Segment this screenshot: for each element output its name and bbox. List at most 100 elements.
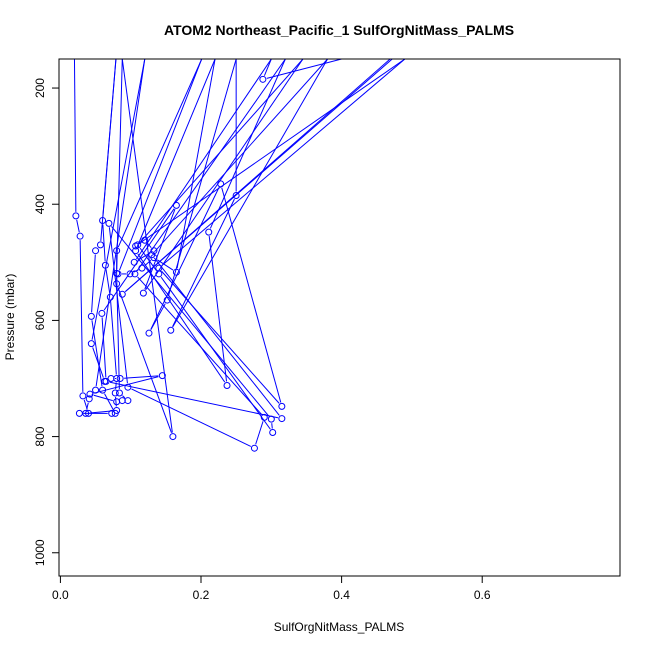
y-tick-label: 200 bbox=[33, 78, 47, 98]
y-axis: 200 400 600 800 1000 bbox=[33, 78, 60, 566]
data-point bbox=[269, 429, 277, 437]
data-point bbox=[105, 219, 113, 227]
data-point bbox=[79, 392, 87, 400]
data-point bbox=[87, 312, 95, 320]
data-point bbox=[113, 398, 121, 406]
data-point bbox=[96, 241, 104, 249]
data-point bbox=[126, 270, 134, 278]
data-point bbox=[92, 247, 100, 255]
data-point bbox=[139, 289, 147, 297]
data-point bbox=[138, 264, 146, 272]
series-segment bbox=[255, 421, 264, 445]
data-point bbox=[72, 212, 80, 220]
y-tick-label: 800 bbox=[33, 426, 47, 446]
series-segment bbox=[121, 59, 173, 433]
data-point bbox=[92, 386, 100, 394]
chart-title: ATOM2 Northeast_Pacific_1 SulfOrgNitMass… bbox=[164, 22, 514, 38]
series-lines bbox=[73, 59, 406, 447]
series-segment bbox=[161, 270, 280, 404]
series-segment bbox=[136, 59, 286, 271]
data-point bbox=[101, 261, 109, 269]
data-point bbox=[124, 397, 132, 405]
series-segment bbox=[104, 393, 114, 411]
series-segment bbox=[73, 59, 77, 212]
plot-frame bbox=[58, 58, 621, 577]
data-point bbox=[148, 251, 156, 259]
data-point bbox=[163, 296, 171, 304]
data-point bbox=[86, 390, 94, 398]
data-point bbox=[87, 340, 95, 348]
data-point bbox=[169, 433, 177, 441]
series-segment bbox=[154, 59, 328, 253]
y-tick-label: 1000 bbox=[33, 539, 47, 566]
series-segment bbox=[110, 301, 117, 375]
series-segment bbox=[91, 254, 96, 313]
series-segment bbox=[86, 402, 89, 410]
series-segment bbox=[117, 287, 172, 434]
data-point bbox=[250, 444, 258, 452]
series-segment bbox=[271, 423, 273, 429]
data-point bbox=[278, 415, 286, 423]
data-point bbox=[85, 395, 93, 403]
series-segment bbox=[137, 252, 151, 261]
x-tick-label: 0.2 bbox=[193, 588, 210, 602]
data-point bbox=[98, 309, 106, 317]
series-segment bbox=[131, 388, 252, 447]
data-point bbox=[106, 293, 114, 301]
x-axis-label: SulfOrgNitMass_PALMS bbox=[274, 620, 404, 634]
data-point bbox=[155, 264, 163, 272]
series-segment bbox=[138, 59, 406, 245]
data-point bbox=[124, 383, 132, 391]
data-point bbox=[115, 389, 123, 397]
data-point bbox=[259, 75, 267, 83]
data-point bbox=[205, 228, 213, 236]
data-point bbox=[111, 389, 119, 397]
data-point bbox=[223, 381, 231, 389]
series-segment bbox=[172, 59, 328, 328]
series-segment bbox=[108, 227, 128, 384]
data-point bbox=[113, 247, 121, 255]
data-point bbox=[113, 406, 121, 414]
x-axis: 0.0 0.2 0.4 0.6 bbox=[52, 575, 491, 602]
x-tick-label: 0.6 bbox=[474, 588, 491, 602]
series-segment bbox=[122, 395, 126, 399]
data-point bbox=[99, 386, 107, 394]
data-point bbox=[167, 326, 175, 334]
series-segment bbox=[95, 59, 146, 387]
series-segment bbox=[102, 59, 117, 217]
series-segment bbox=[263, 59, 272, 76]
series-segment bbox=[102, 224, 106, 262]
data-point bbox=[99, 216, 107, 224]
series-segment bbox=[89, 410, 113, 414]
data-point bbox=[85, 409, 93, 417]
series-segment bbox=[160, 276, 271, 430]
series-segment bbox=[150, 303, 166, 330]
data-point bbox=[114, 270, 122, 278]
data-point bbox=[145, 329, 153, 337]
series-segment bbox=[161, 59, 406, 266]
data-point bbox=[131, 270, 139, 278]
series-segment bbox=[221, 187, 282, 403]
data-point bbox=[141, 236, 149, 244]
y-tick-label: 400 bbox=[33, 194, 47, 214]
series-segment bbox=[76, 219, 80, 233]
data-point bbox=[217, 180, 225, 188]
x-tick-label: 0.4 bbox=[333, 588, 350, 602]
series-segment bbox=[208, 236, 228, 382]
series-segment bbox=[167, 59, 237, 297]
series-segment bbox=[92, 347, 104, 378]
series-segment bbox=[79, 240, 84, 392]
series-segment bbox=[209, 59, 286, 229]
data-point bbox=[150, 247, 158, 255]
series-segment bbox=[144, 208, 176, 290]
series-segment bbox=[101, 317, 107, 378]
series-segment bbox=[147, 242, 152, 249]
series-segment bbox=[153, 257, 280, 416]
series-segment bbox=[117, 59, 203, 248]
series-segment bbox=[140, 59, 304, 243]
y-tick-label: 600 bbox=[33, 310, 47, 330]
series-segment bbox=[172, 198, 235, 327]
data-point bbox=[132, 242, 140, 250]
series-segment bbox=[119, 59, 203, 271]
